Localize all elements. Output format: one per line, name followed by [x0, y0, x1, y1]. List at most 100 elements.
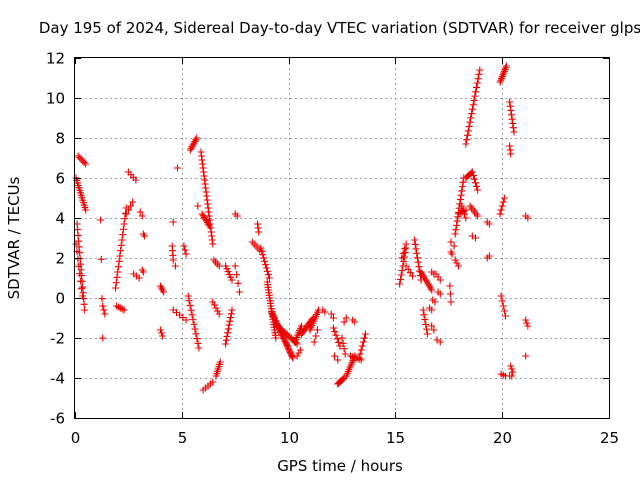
data-point-plus-marker	[458, 183, 466, 191]
data-point-plus-marker	[209, 240, 217, 248]
data-point-plus-marker	[398, 254, 406, 262]
data-point-plus-marker	[184, 292, 192, 300]
data-point-plus-marker	[421, 316, 429, 324]
data-point-plus-marker	[453, 221, 461, 229]
data-point-plus-marker	[340, 345, 348, 353]
data-point-plus-marker	[464, 127, 472, 135]
data-point-plus-marker	[288, 353, 296, 361]
data-point-plus-marker	[474, 212, 482, 220]
data-point-plus-marker	[506, 102, 514, 110]
data-point-plus-marker	[132, 176, 140, 184]
data-point-plus-marker	[81, 306, 89, 314]
data-point-plus-marker	[501, 66, 509, 74]
data-point-plus-marker	[507, 107, 515, 115]
data-point-plus-marker	[334, 356, 342, 364]
data-point-plus-marker	[475, 70, 483, 78]
data-point-plus-marker	[171, 262, 179, 270]
data-point-plus-marker	[468, 105, 476, 113]
data-point-plus-marker	[499, 71, 507, 79]
data-point-plus-marker	[112, 284, 120, 292]
data-point-plus-marker	[289, 354, 297, 362]
data-point-plus-marker	[341, 350, 349, 358]
data-point-plus-marker	[215, 310, 223, 318]
data-point-plus-marker	[431, 298, 439, 306]
data-point-plus-marker	[99, 334, 107, 342]
data-point-plus-marker	[261, 257, 269, 265]
data-point-plus-marker	[474, 75, 482, 83]
data-point-plus-marker	[135, 274, 143, 282]
data-point-plus-marker	[189, 316, 197, 324]
y-tick-label: 2	[55, 250, 65, 268]
data-point-plus-marker	[473, 182, 481, 190]
data-point-plus-marker	[340, 318, 348, 326]
data-point-plus-marker	[312, 332, 320, 340]
data-point-plus-marker	[466, 118, 474, 126]
data-point-plus-marker	[457, 191, 465, 199]
data-point-plus-marker	[158, 329, 166, 337]
data-point-plus-marker	[72, 240, 80, 248]
data-point-plus-marker	[313, 326, 321, 334]
data-point-plus-marker	[194, 202, 202, 210]
data-point-plus-marker	[263, 264, 271, 272]
data-point-plus-marker	[188, 311, 196, 319]
data-point-plus-marker	[356, 350, 364, 358]
data-point-plus-marker	[436, 290, 444, 298]
x-tick-label: 0	[71, 429, 81, 447]
data-point-plus-marker	[74, 152, 82, 160]
data-point-plus-marker	[224, 329, 232, 337]
data-point-plus-marker	[458, 202, 466, 210]
data-point-plus-marker	[321, 308, 329, 316]
data-point-plus-marker	[129, 198, 137, 206]
data-point-plus-marker	[460, 210, 468, 218]
data-point-plus-marker	[358, 342, 366, 350]
data-point-plus-marker	[462, 214, 470, 222]
data-point-plus-marker	[117, 247, 125, 255]
data-point-plus-marker	[451, 256, 459, 264]
data-point-plus-marker	[120, 220, 128, 228]
data-point-plus-marker	[508, 111, 516, 119]
data-point-plus-marker	[160, 288, 168, 296]
data-point-plus-marker	[467, 114, 475, 122]
data-point-plus-marker	[507, 150, 515, 158]
data-point-plus-marker	[472, 88, 480, 96]
data-point-plus-marker	[231, 262, 239, 270]
data-point-plus-marker	[502, 64, 510, 72]
data-point-plus-marker	[338, 334, 346, 342]
data-point-plus-marker	[423, 325, 431, 333]
data-point-plus-marker	[331, 328, 339, 336]
data-point-plus-marker	[458, 187, 466, 195]
data-point-plus-marker	[205, 220, 212, 228]
data-point-plus-marker	[450, 242, 458, 250]
data-point-plus-marker	[355, 354, 363, 362]
data-point-plus-marker	[454, 262, 462, 270]
data-point-plus-marker	[310, 338, 318, 346]
data-point-plus-marker	[498, 202, 506, 210]
data-point-plus-marker	[436, 338, 444, 346]
data-point-plus-marker	[508, 115, 516, 123]
data-point-plus-marker	[415, 263, 423, 271]
data-point-plus-marker	[470, 175, 478, 183]
data-point-plus-marker	[497, 74, 505, 82]
y-axis-label: SDTVAR / TECUs	[5, 176, 23, 299]
data-point-plus-marker	[497, 206, 505, 214]
data-point-plus-marker	[453, 217, 461, 225]
data-point-plus-marker	[420, 311, 428, 319]
data-point-plus-marker	[496, 78, 504, 86]
data-point-plus-marker	[497, 76, 505, 84]
data-point-plus-marker	[75, 262, 83, 270]
data-point-plus-marker	[474, 186, 482, 194]
data-point-plus-marker	[212, 304, 220, 312]
data-point-plus-marker	[222, 336, 230, 344]
x-tick-label: 20	[493, 429, 512, 447]
data-point-plus-marker	[120, 306, 128, 314]
data-point-plus-marker	[112, 279, 120, 287]
data-point-plus-marker	[499, 198, 507, 206]
data-point-plus-marker	[472, 234, 479, 242]
data-point-plus-marker	[181, 246, 189, 254]
data-point-plus-marker	[507, 362, 515, 370]
data-point-plus-marker	[413, 254, 421, 262]
data-point-plus-marker	[351, 318, 359, 326]
data-point-plus-marker	[82, 206, 90, 214]
data-point-plus-marker	[226, 317, 234, 325]
